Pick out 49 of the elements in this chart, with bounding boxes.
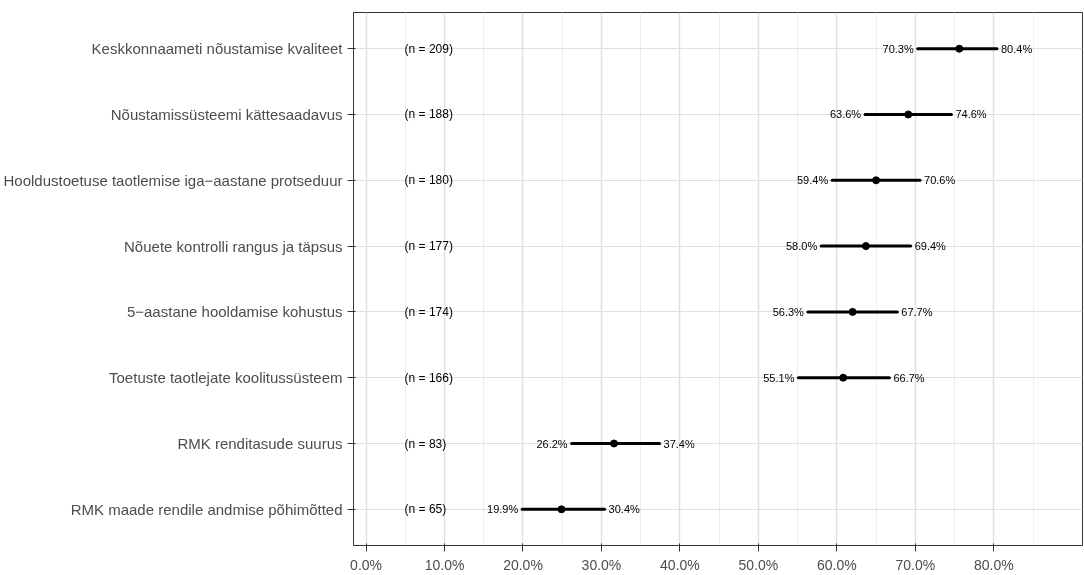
point	[610, 439, 619, 448]
x-tick-label: 70.0%	[895, 556, 936, 573]
point	[872, 176, 881, 185]
y-tick-label: Toetuste taotlejate koolitussüsteem	[109, 369, 343, 387]
annotation: 63.6%	[829, 108, 862, 121]
annotation: 26.2%	[536, 437, 568, 450]
x-tick-label: 0.0%	[350, 556, 383, 573]
x-tick-label: 20.0%	[503, 556, 543, 573]
annotation: 66.7%	[893, 371, 925, 384]
x-tick-label: 50.0%	[738, 556, 779, 573]
y-tick-label: Nõustamissüsteemi kättesaadavus	[110, 105, 343, 123]
x-tick-label: 30.0%	[581, 556, 622, 573]
point	[955, 44, 964, 53]
annotation: (n = 83)	[404, 436, 447, 451]
annotation: 55.1%	[763, 371, 795, 384]
y-tick-label: RMK renditasude suurus	[177, 435, 343, 453]
x-tick-label: 10.0%	[424, 556, 465, 573]
point	[904, 110, 913, 119]
annotation: (n = 177)	[404, 239, 453, 254]
point	[557, 505, 566, 514]
x-tick-label: 60.0%	[817, 556, 857, 573]
y-tick-label: RMK maade rendile andmise põhimõtted	[70, 500, 343, 518]
y-tick-label: Nõuete kontrolli rangus ja täpsus	[124, 237, 343, 255]
y-tick-label: Keskkonnaameti nõustamise kvaliteet	[91, 40, 344, 58]
point	[839, 373, 848, 382]
annotation: 37.4%	[663, 437, 695, 450]
annotation: 19.9%	[487, 503, 519, 516]
annotation: 67.7%	[901, 305, 933, 318]
point	[861, 242, 870, 251]
annotation: 58.0%	[786, 240, 818, 253]
y-tick-label: Hooldustoetuse taotlemise iga−aastane protseduur	[3, 171, 343, 189]
annotation: 56.3%	[772, 305, 805, 318]
annotation: 80.4%	[1000, 42, 1033, 55]
annotation: (n = 180)	[404, 173, 453, 188]
annotation: (n = 209)	[404, 41, 453, 56]
annotation: 70.6%	[924, 174, 956, 187]
annotation: (n = 166)	[404, 370, 453, 385]
x-tick-label: 40.0%	[660, 556, 700, 573]
x-tick-label: 80.0%	[973, 556, 1014, 573]
annotation: 70.3%	[882, 42, 914, 55]
annotation: 74.6%	[955, 108, 987, 121]
annotation: 59.4%	[796, 174, 829, 187]
annotation: (n = 174)	[404, 304, 453, 319]
annotation: (n = 188)	[404, 107, 453, 122]
annotation: 30.4%	[608, 503, 641, 516]
y-tick-label: 5−aastane hooldamise kohustus	[126, 303, 343, 321]
annotation: 69.4%	[914, 240, 947, 253]
point	[848, 307, 857, 316]
annotation: (n = 65)	[404, 502, 447, 517]
